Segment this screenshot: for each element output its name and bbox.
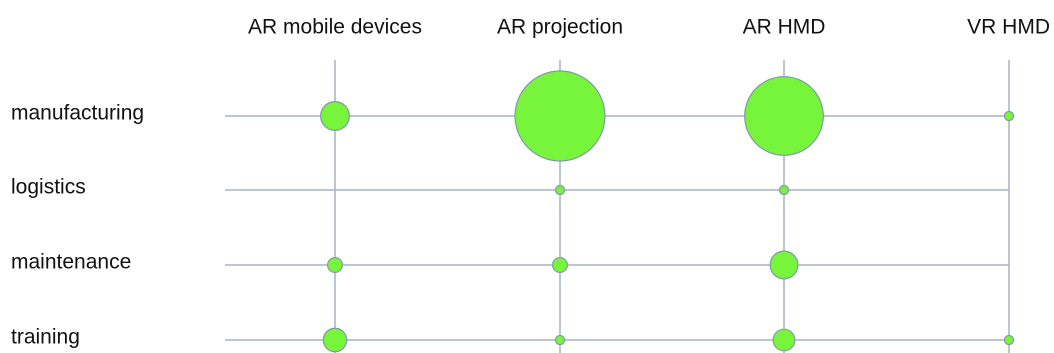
column-label-ar-projection: AR projection [497, 16, 623, 39]
bubble-manufacturing-ar-hmd [744, 76, 824, 156]
column-labels: AR mobile devices AR projection AR HMD VR H… [248, 16, 1050, 39]
bubble-logistics-ar-projection [554, 184, 566, 196]
bubble-training-ar-projection [554, 334, 566, 346]
row-label-maintenance: maintenance [11, 251, 131, 274]
bubble-maintenance-ar-hmd [769, 250, 799, 280]
bubble-training-ar-hmd [772, 328, 796, 352]
column-label-ar-mobile-devices: AR mobile devices [248, 16, 422, 39]
row-label-manufacturing: manufacturing [11, 102, 144, 125]
bubble-manufacturing-ar-mobile-devices [320, 101, 350, 131]
bubble-training-vr-hmd [1003, 334, 1015, 346]
bubble-logistics-ar-hmd [778, 184, 790, 196]
bubble-manufacturing-vr-hmd [1003, 110, 1015, 122]
bubble-manufacturing-ar-projection [514, 70, 606, 162]
bubbles [320, 70, 1015, 353]
row-label-logistics: logistics [11, 176, 86, 199]
row-labels: manufacturing logistics maintenance trainin… [11, 102, 144, 349]
column-label-vr-hmd: VR HMD [967, 16, 1050, 39]
bubble-maintenance-ar-projection [551, 256, 569, 274]
column-label-ar-hmd: AR HMD [743, 16, 826, 39]
row-label-training: training [11, 326, 80, 349]
bubble-maintenance-ar-mobile-devices [326, 256, 344, 274]
bubble-training-ar-mobile-devices [322, 327, 348, 353]
